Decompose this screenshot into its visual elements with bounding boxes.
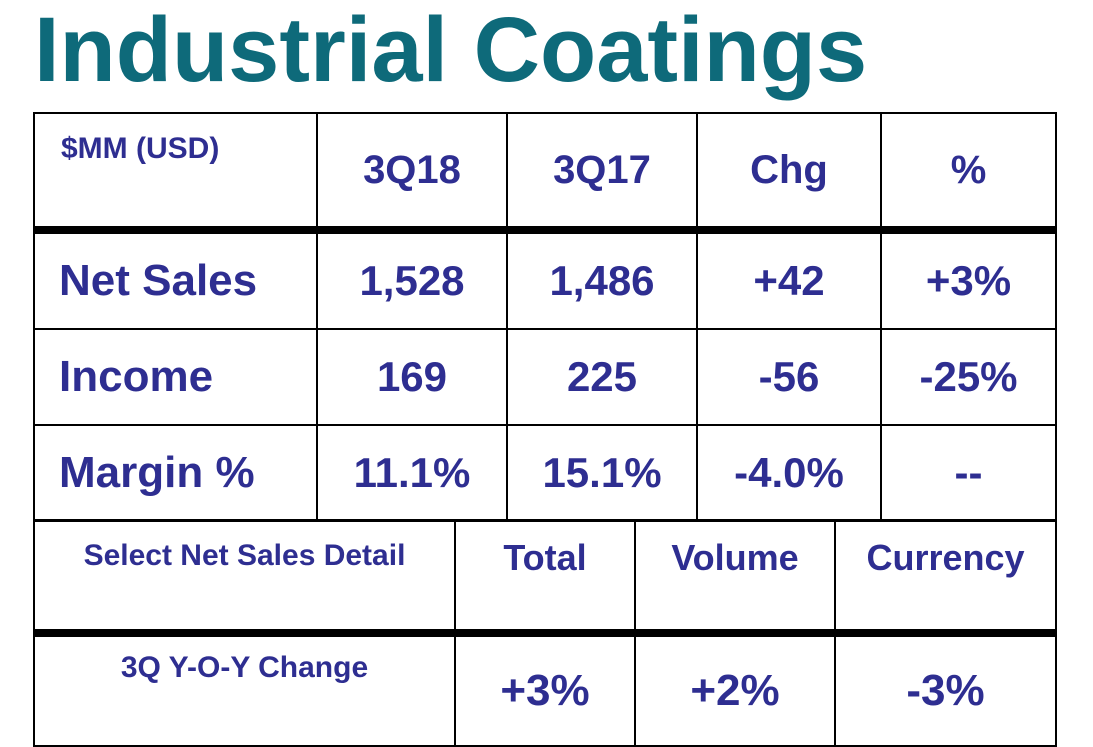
table-cell: 169 [316,328,508,426]
table-cell: -- [880,424,1057,522]
table-cell: -56 [696,328,882,426]
table-cell: 11.1% [316,424,508,522]
table-cell: +2% [634,632,836,747]
column-header-chg: Chg [696,112,882,234]
table-cell: -25% [880,328,1057,426]
row-label-net-sales: Net Sales [33,229,318,330]
table-cell: 225 [506,328,698,426]
table-cell: 1,486 [506,229,698,330]
table-cell: 15.1% [506,424,698,522]
summary-table: $MM (USD) 3Q18 3Q17 Chg % Net Sales 1,52… [33,112,1057,522]
table-row: Margin % 11.1% 15.1% -4.0% -- [33,424,1057,522]
detail-table: Select Net Sales Detail Total Volume Cur… [33,519,1057,747]
column-header-3q18: 3Q18 [316,112,508,234]
column-header-pct: % [880,112,1057,234]
table-cell: +3% [880,229,1057,330]
table-cell: -4.0% [696,424,882,522]
column-header-units: $MM (USD) [33,112,318,234]
table-cell: 1,528 [316,229,508,330]
column-header-3q17: 3Q17 [506,112,698,234]
column-header-detail: Select Net Sales Detail [33,519,456,637]
detail-header-row: Select Net Sales Detail Total Volume Cur… [33,519,1057,637]
table-cell: +3% [454,632,636,747]
column-header-volume: Volume [634,519,836,637]
column-header-currency: Currency [834,519,1057,637]
summary-header-row: $MM (USD) 3Q18 3Q17 Chg % [33,112,1057,234]
page-title: Industrial Coatings [34,0,868,101]
table-row: Net Sales 1,528 1,486 +42 +3% [33,229,1057,330]
column-header-total: Total [454,519,636,637]
row-label-margin: Margin % [33,424,318,522]
table-row: 3Q Y-O-Y Change +3% +2% -3% [33,632,1057,747]
table-row: Income 169 225 -56 -25% [33,328,1057,426]
row-label-yoy-change: 3Q Y-O-Y Change [33,632,456,747]
table-cell: +42 [696,229,882,330]
table-cell: -3% [834,632,1057,747]
row-label-income: Income [33,328,318,426]
